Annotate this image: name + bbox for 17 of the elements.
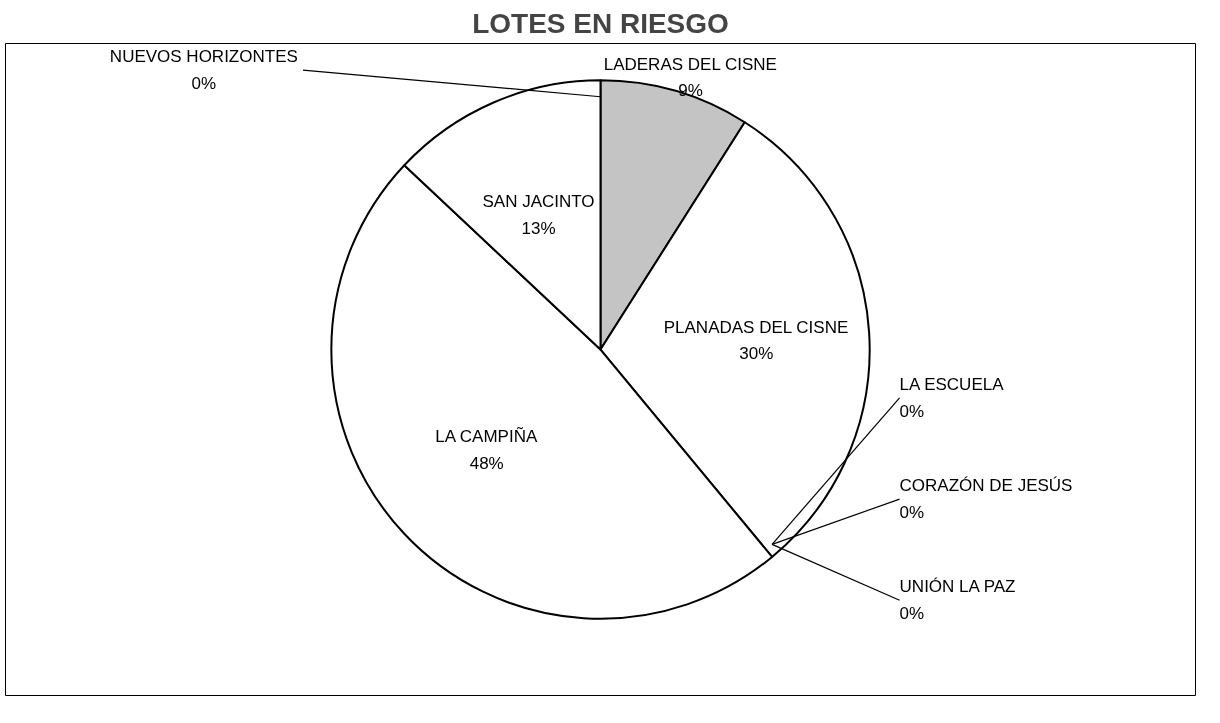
category-label: LA ESCUELA <box>899 375 1004 395</box>
data-label: 48% <box>469 453 504 473</box>
text: 0% <box>191 73 217 93</box>
slice-label: LA CAMPIÑA <box>435 427 538 447</box>
category-label: CORAZÓN DE JESÚS <box>899 476 1073 496</box>
data-label: 30% <box>739 344 774 364</box>
data-label: 9% <box>678 81 703 101</box>
text: 0% <box>899 604 925 624</box>
slice-label: PLANADAS DEL CISNE <box>663 317 849 337</box>
text: 0% <box>899 401 925 421</box>
category-label: UNIÓN LA PAZ <box>899 577 1016 597</box>
text: 0% <box>899 502 925 522</box>
category-label: NUEVOS HORIZONTES <box>109 47 298 67</box>
chart-title: LOTES EN RIESGO <box>472 7 729 39</box>
slice-label: SAN JACINTO <box>482 192 595 212</box>
data-label: 13% <box>521 218 556 238</box>
slice-label: LADERAS DEL CISNE <box>603 54 777 74</box>
